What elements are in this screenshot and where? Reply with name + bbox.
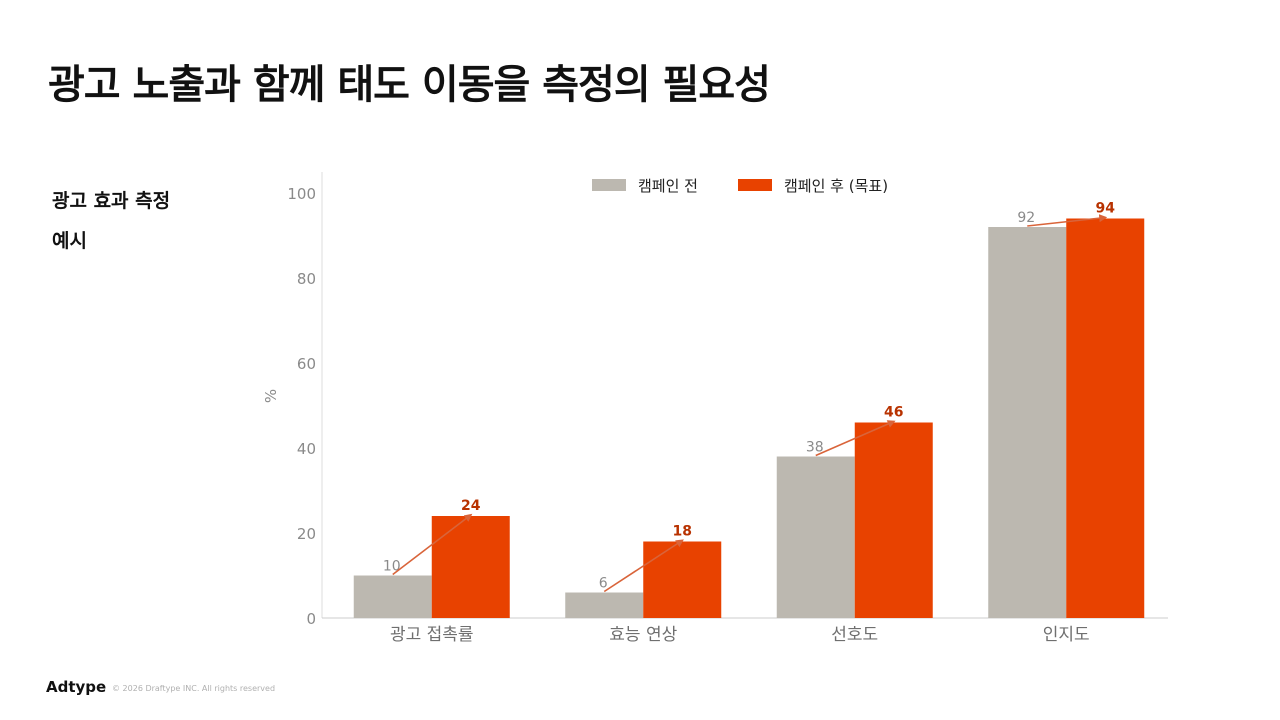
change-arrow [1027,214,1108,227]
y-tick-label: 100 [287,185,316,203]
bar-after [431,516,510,618]
change-arrow [392,513,473,576]
data-label-after: 24 [461,498,481,514]
page-title: 광고 노출과 함께 태도 이동을 측정의 필요성 [48,62,771,108]
bar-after [854,422,933,618]
y-tick-label: 0 [306,610,316,628]
data-label-before: 6 [599,576,608,592]
y-tick-label: 40 [297,440,316,458]
change-arrow [603,539,684,593]
data-label-after: 18 [673,524,692,540]
brand-logo: Adtype [46,678,107,696]
y-tick-label: 20 [297,525,316,543]
bar-before [988,227,1067,618]
data-label-before: 38 [806,440,824,456]
bar-before [565,592,644,618]
legend-swatch-before [592,179,626,191]
legend-label-after: 캠페인 후 (목표) [784,177,888,195]
y-tick-label: 80 [297,270,316,288]
x-tick-label: 효능 연상 [609,625,677,645]
bar-before [353,575,432,618]
side-label-measurement: 광고 효과 측정 [52,190,171,212]
legend-swatch-after [738,179,772,191]
data-label-after: 94 [1096,201,1116,217]
y-tick-label: 60 [297,355,316,373]
data-label-after: 46 [884,405,903,421]
x-tick-label: 인지도 [1043,625,1090,645]
bar-after [1066,218,1145,618]
legend-label-before: 캠페인 전 [638,177,698,195]
bar-after [643,541,722,618]
data-label-before: 92 [1017,210,1035,226]
side-label-example: 예시 [52,230,87,252]
copyright-text: © 2026 Draftype INC. All rights reserved [112,684,276,693]
x-tick-label: 선호도 [831,625,878,645]
x-tick-label: 광고 접촉률 [390,625,474,645]
data-label-before: 10 [383,559,401,575]
change-arrow [815,420,896,457]
bar-before [776,456,855,618]
y-axis-label: % [262,389,280,403]
